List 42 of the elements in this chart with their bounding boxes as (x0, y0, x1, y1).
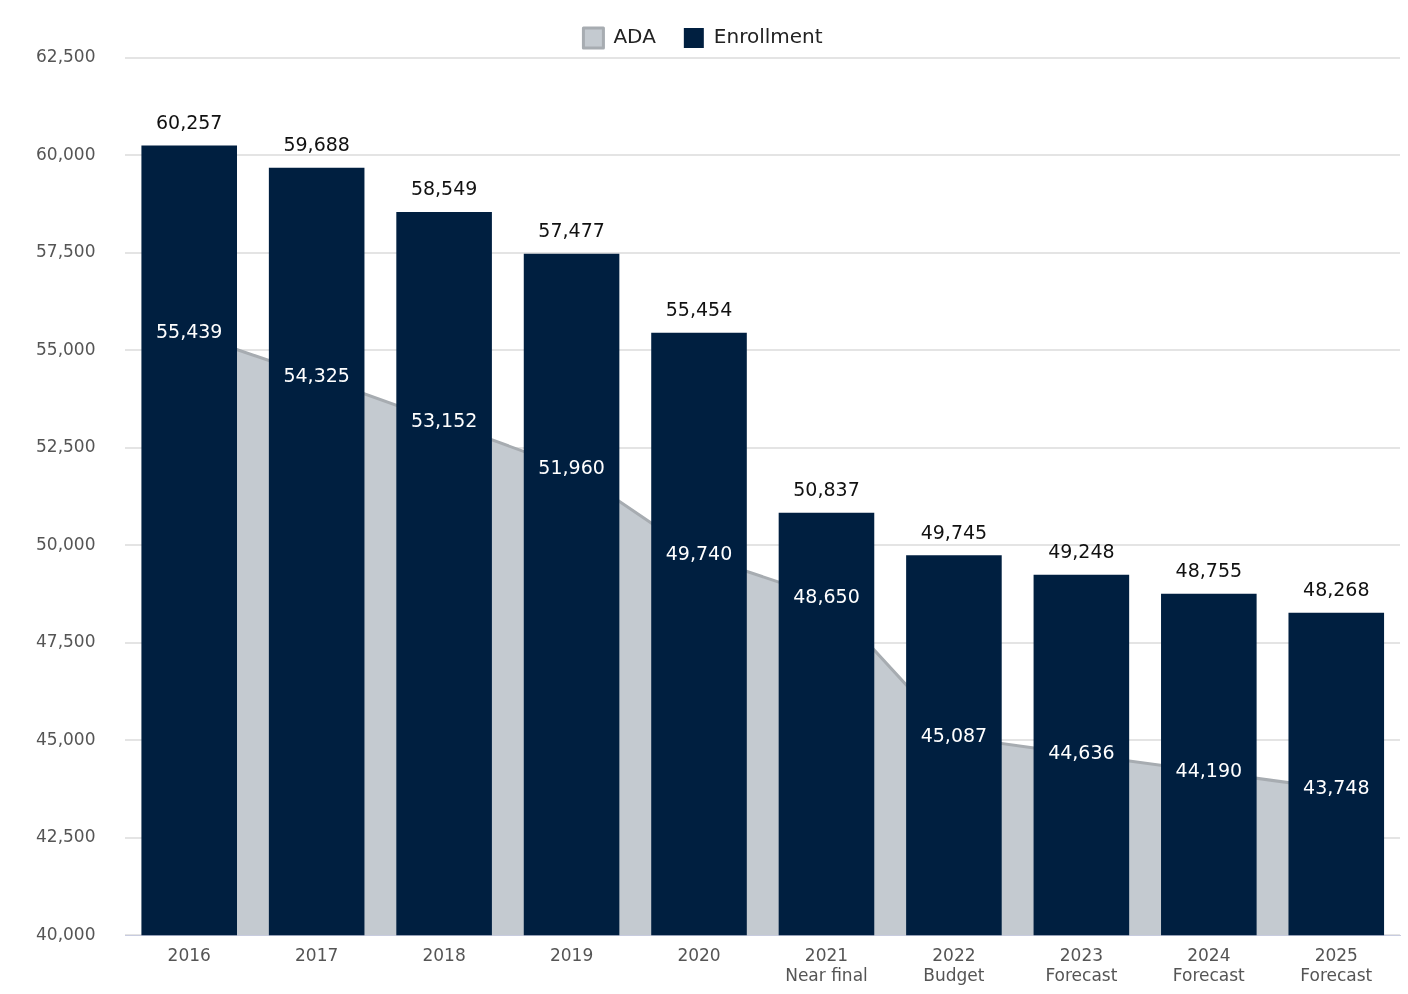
data-label: 55,454 (665, 298, 733, 321)
y-tick-label: 62,500 (36, 46, 96, 67)
y-tick-label: 45,000 (36, 728, 96, 749)
data-label: 59,688 (283, 133, 350, 156)
data-label: 51,960 (538, 455, 605, 478)
x-tick-label: 2021 Near final (785, 944, 868, 986)
legend-label: ADA (613, 24, 657, 49)
data-label: 49,745 (920, 520, 988, 543)
data-label: 49,248 (1048, 540, 1115, 563)
data-label: 57,477 (538, 219, 605, 242)
x-tick-label: 2024 Forecast (1172, 944, 1246, 986)
x-tick-label: 2023 Forecast (1045, 944, 1118, 986)
x-tick-label: 2017 (295, 944, 339, 965)
data-label: 58,549 (410, 177, 478, 200)
x-tick-label: 2019 (549, 944, 594, 965)
data-label: 48,650 (793, 584, 860, 607)
data-label: 49,740 (665, 542, 733, 565)
y-tick-label: 60,000 (36, 143, 96, 164)
y-tick-label: 42,500 (36, 826, 96, 847)
x-tick-label: 2018 (422, 944, 466, 965)
data-label: 50,837 (793, 478, 860, 501)
data-label: 54,325 (283, 363, 350, 386)
y-tick-label: 50,000 (36, 533, 96, 554)
data-label: 60,257 (155, 110, 223, 133)
data-label: 53,152 (410, 409, 478, 432)
data-label: 43,748 (1303, 776, 1370, 799)
y-tick-label: 55,000 (36, 338, 96, 359)
data-label: 48,268 (1303, 578, 1370, 601)
legend-label: Enrollment (713, 24, 823, 49)
x-tick-label: 2025 Forecast (1300, 944, 1373, 986)
y-tick-label: 57,500 (36, 241, 96, 262)
data-label: 48,755 (1175, 559, 1243, 582)
y-tick-label: 52,500 (36, 436, 96, 457)
y-tick-label: 47,500 (36, 631, 96, 652)
x-tick-label: 2016 (167, 944, 211, 965)
x-tick-label: 2022 Budget (923, 944, 985, 986)
data-label: 55,439 (155, 320, 223, 343)
y-tick-label: 40,000 (36, 923, 96, 944)
data-label: 44,190 (1175, 758, 1243, 781)
data-label: 45,087 (920, 723, 988, 746)
x-tick-label: 2020 (677, 944, 721, 965)
data-label: 44,636 (1048, 741, 1115, 764)
